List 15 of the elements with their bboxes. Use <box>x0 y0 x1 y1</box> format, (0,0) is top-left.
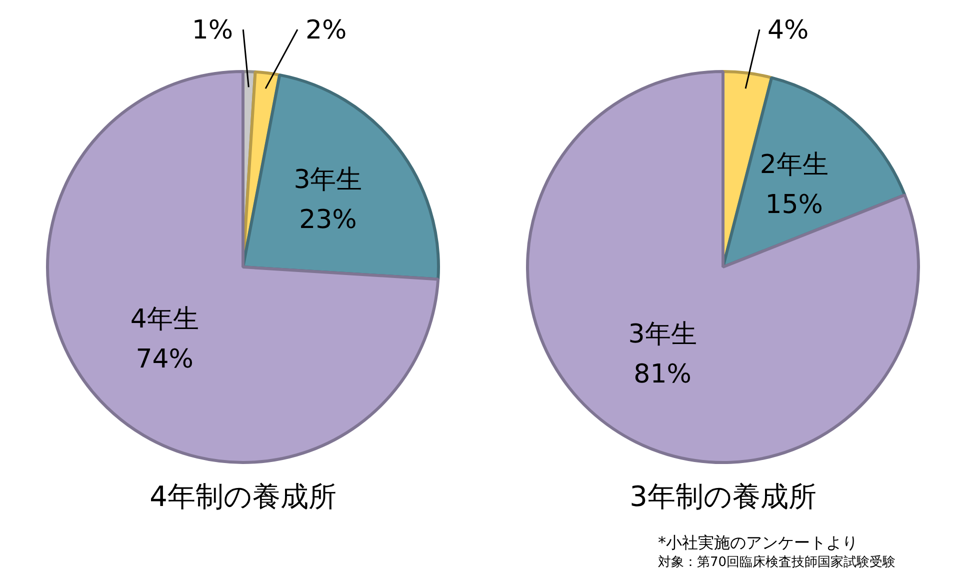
data-label: 74% <box>136 344 194 374</box>
data-label: 2% <box>306 15 347 46</box>
text: 4年制の養成所 <box>148 479 338 515</box>
data-label: 1% <box>192 15 234 46</box>
data-label: 4% <box>768 15 809 46</box>
slice-label: 3年生 <box>628 320 697 350</box>
text: 3年制の養成所 <box>628 479 818 515</box>
slice-label: 2年生 <box>760 150 828 180</box>
data-label: 81% <box>634 360 692 390</box>
data-label: 23% <box>299 204 357 235</box>
text: *小社実施のアンケートより <box>658 533 859 553</box>
slice-label: 4年生 <box>130 304 199 334</box>
slice-label: 3年生 <box>294 164 362 195</box>
data-label: 15% <box>765 190 824 220</box>
text: 対象：第70回臨床検査技師国家試験受験 <box>658 554 897 572</box>
